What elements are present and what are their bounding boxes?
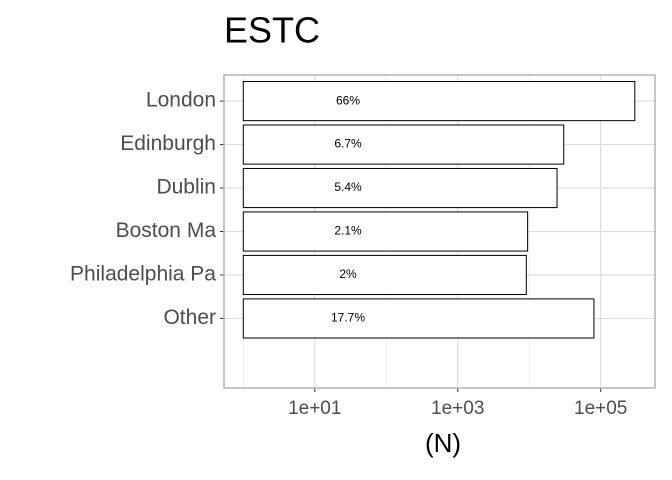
percent-label: 2.1% [334,224,362,238]
chart-title: ESTC [224,10,320,51]
y-tick-label: Other [163,306,216,329]
percent-label: 66% [336,93,360,107]
bar [242,124,565,165]
bar [242,298,595,339]
y-tick-label: Philadelphia Pa [70,263,216,286]
percent-label: 17.7% [331,311,365,325]
y-tick-label: Edinburgh [120,132,216,155]
x-tick-label: 1e+05 [574,398,627,419]
x-tick-label: 1e+03 [431,398,484,419]
bar [242,167,558,209]
panel-border [223,74,656,389]
percent-label: 6.7% [334,137,362,151]
percent-label: 5.4% [334,180,362,194]
y-tick-label: Boston Ma [116,219,217,242]
y-tick-label: Dublin [156,176,216,199]
percent-label: 2% [339,267,357,281]
x-axis-title: (N) [425,428,461,458]
y-tick-label: London [146,89,216,112]
x-tick-label: 1e+01 [288,398,341,419]
bar [242,81,636,122]
bar [242,211,529,252]
bar [242,254,527,296]
